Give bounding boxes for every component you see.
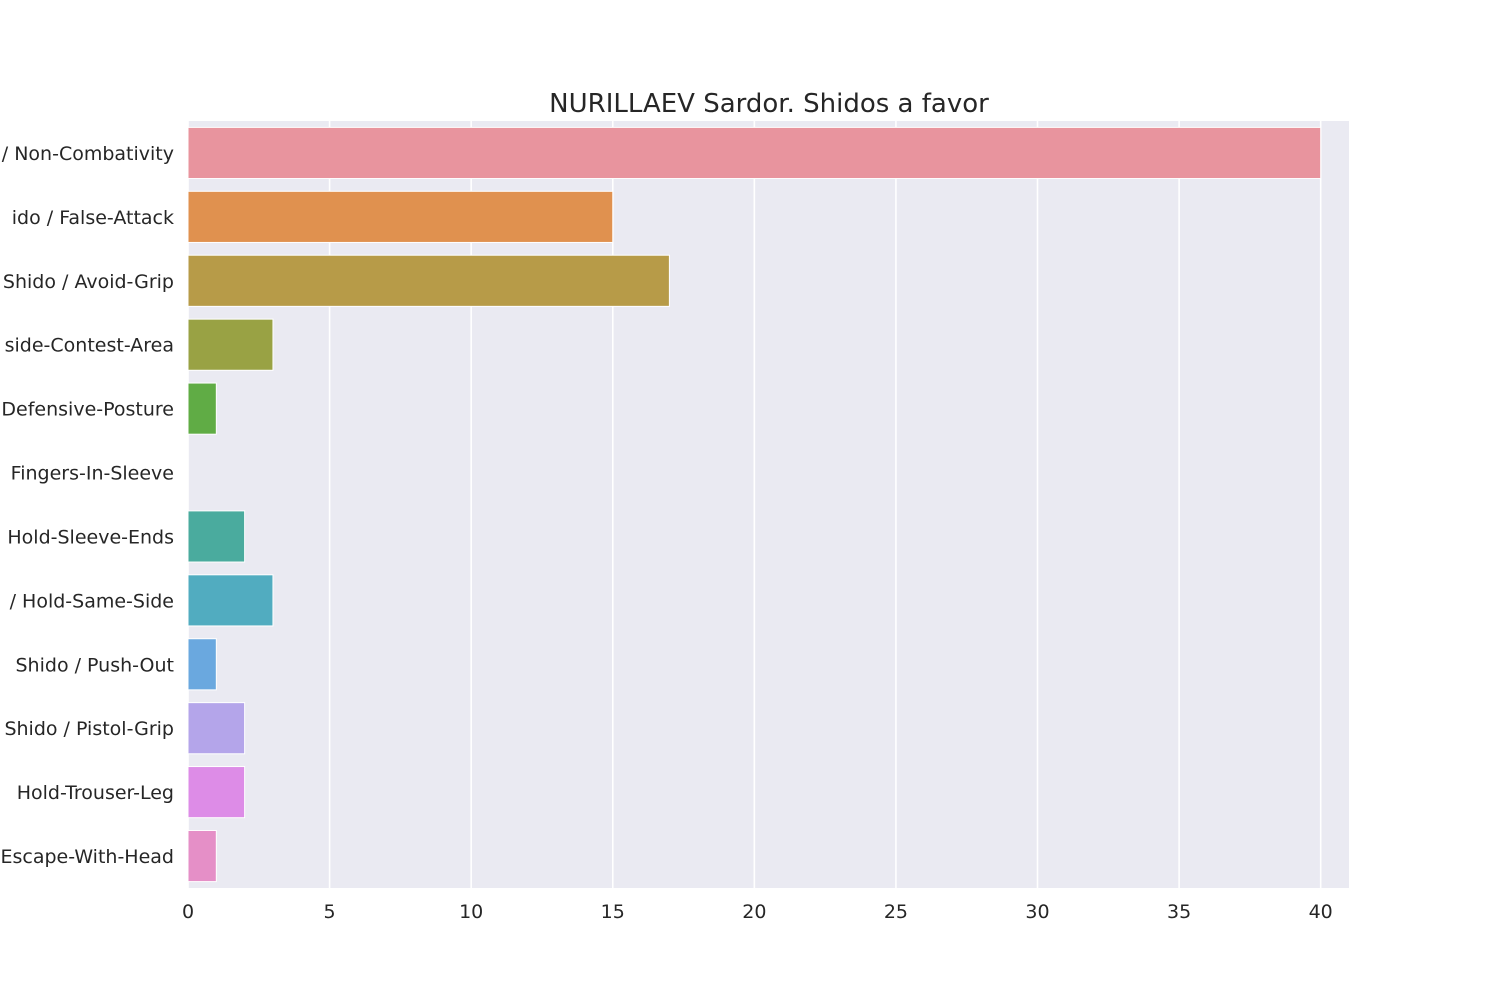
x-tick-label: 35 [1167,901,1191,923]
x-tick-label: 30 [1025,901,1049,923]
y-tick-label: / Hold-Same-Side [10,590,174,612]
x-tick-label: 25 [884,901,908,923]
x-tick-label: 15 [601,901,625,923]
y-tick-label: Hold-Trouser-Leg [17,782,174,804]
x-tick-label: 40 [1309,901,1333,923]
y-tick-label: ido / False-Attack [12,207,174,229]
y-tick-label: Fingers-In-Sleeve [11,463,174,485]
y-tick-label: Shido / Push-Out [16,654,175,676]
bar [187,190,614,243]
y-tick-label: Defensive-Posture [1,399,174,421]
bars [187,126,1322,883]
bar [187,638,217,691]
grid-lines [187,121,1322,888]
plot-background [188,121,1349,888]
bar [187,702,246,755]
x-tick-label: 0 [182,901,194,923]
chart-title: NURILLAEV Sardor. Shidos a favor [549,89,989,119]
y-tick-label: side-Contest-Area [5,335,174,357]
x-tick-label: 5 [324,901,336,923]
y-tick-label: Shido / Avoid-Grip [3,271,174,293]
bar [187,318,274,371]
x-tick-label: 10 [459,901,483,923]
y-tick-label: Hold-Sleeve-Ends [7,526,174,548]
x-tick-labels: 0 5 10 15 20 25 30 35 40 [182,901,1333,923]
bar [187,126,1322,180]
bar [187,382,217,435]
y-tick-label: / Non-Combativity [2,143,174,165]
y-tick-label: Shido / Pistol-Grip [4,718,174,740]
bar [187,510,246,563]
y-tick-label: Escape-With-Head [0,846,174,868]
bar [187,574,274,627]
y-tick-labels: / Non-Combativity ido / False-Attack Shido… [0,143,174,868]
x-tick-label: 20 [742,901,766,923]
bar [187,829,217,883]
bar [187,766,246,819]
bar [187,254,670,307]
